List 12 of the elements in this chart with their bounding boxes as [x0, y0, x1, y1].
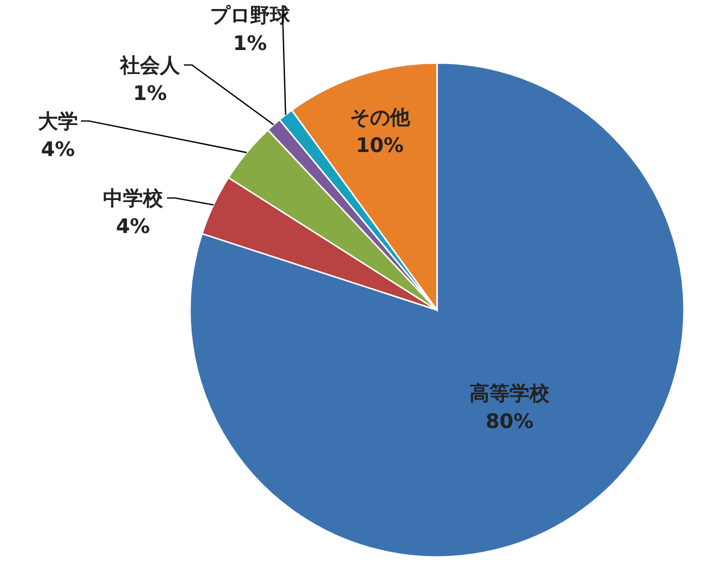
data-label: 1% — [133, 81, 167, 105]
data-label: 4% — [116, 214, 150, 238]
slice-label: 高等学校 — [470, 380, 551, 405]
slice-label: 大学 — [38, 109, 78, 133]
slice-label: その他 — [350, 104, 411, 129]
data-label: 4% — [41, 137, 75, 161]
data-label: 10% — [356, 132, 404, 157]
data-label: 1% — [233, 31, 267, 55]
slice-label: 社会人 — [119, 53, 181, 77]
slice-label: 中学校 — [103, 186, 164, 210]
pie-slice — [190, 62, 685, 558]
data-label: 80% — [486, 408, 534, 433]
